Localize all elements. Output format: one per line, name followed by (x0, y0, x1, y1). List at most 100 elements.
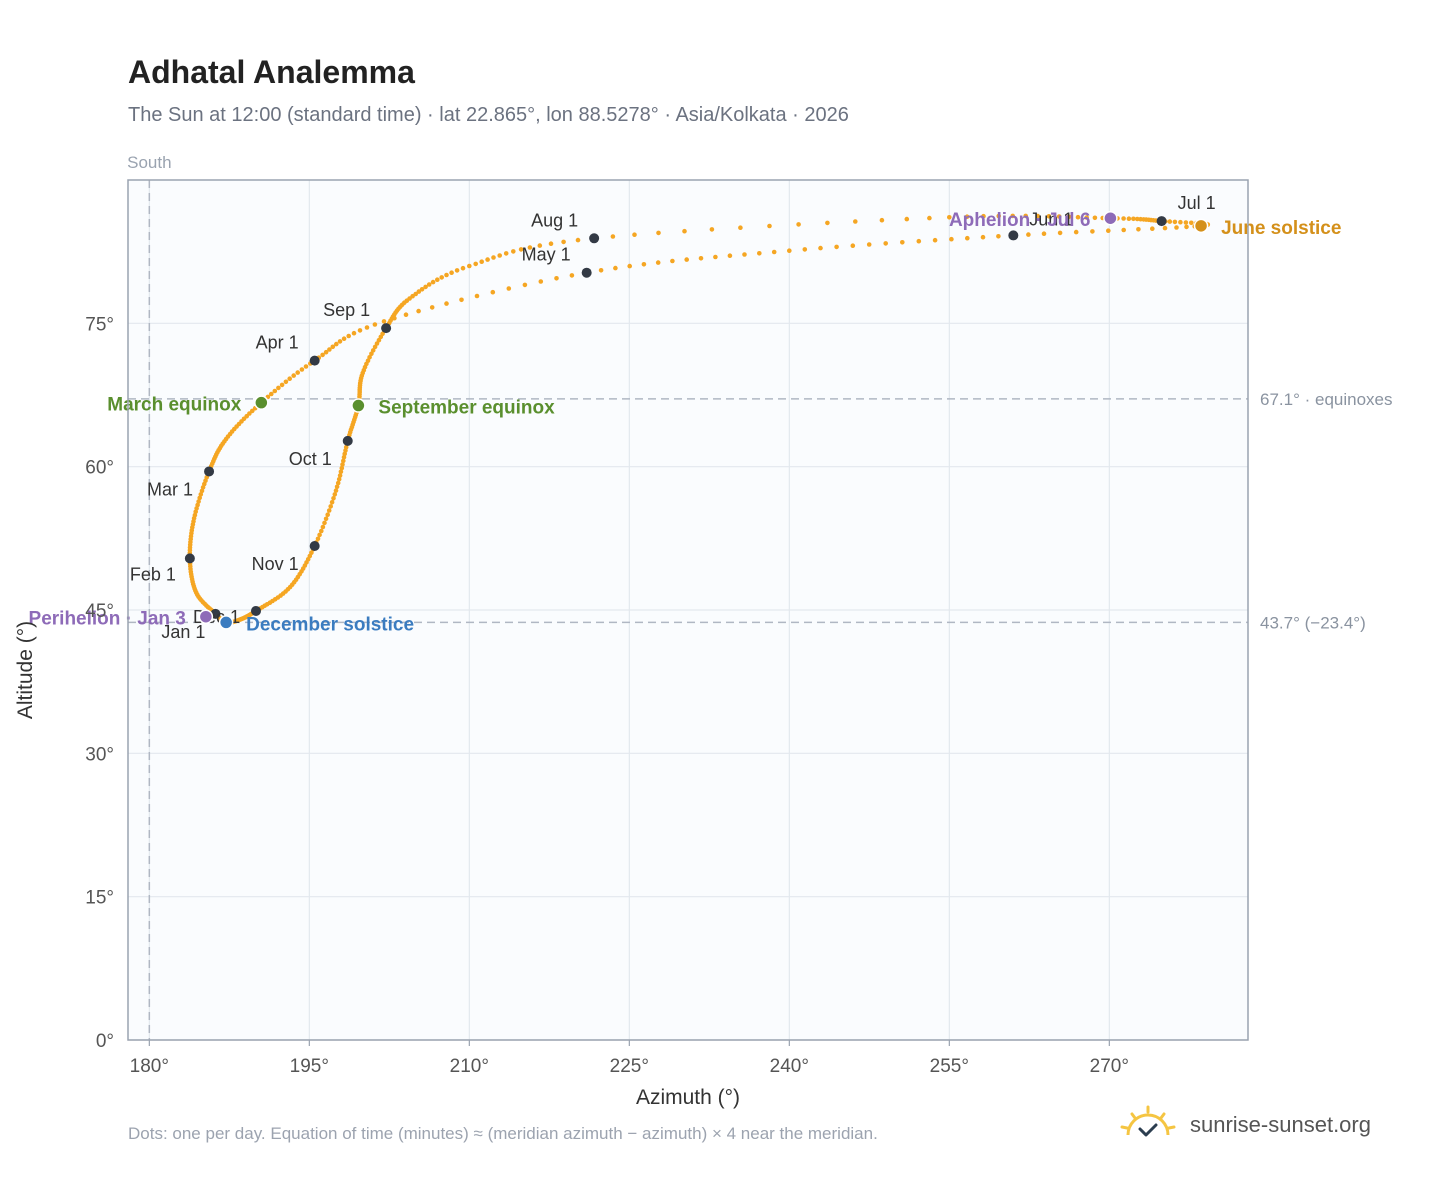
month-marker (309, 540, 320, 551)
daily-sun-dot (1090, 229, 1095, 234)
month-marker (1156, 216, 1167, 227)
month-marker-label: Mar 1 (147, 479, 193, 499)
daily-sun-dot (369, 351, 374, 357)
daily-sun-dot (416, 289, 422, 294)
event-marker (1193, 218, 1209, 234)
y-tick-label: 30° (85, 744, 114, 765)
daily-sun-dot (1131, 216, 1136, 222)
daily-sun-dot (787, 248, 792, 253)
reference-line-label: 67.1° · equinoxes (1260, 390, 1393, 409)
daily-sun-dot (1174, 225, 1179, 230)
daily-sun-dot (503, 251, 509, 256)
daily-sun-dot (613, 265, 618, 271)
daily-sun-dot (323, 349, 329, 355)
daily-sun-dot (341, 458, 346, 464)
daily-sun-dot (303, 364, 309, 369)
daily-sun-dot (1136, 227, 1141, 232)
event-label: June solstice (1221, 218, 1341, 239)
month-marker (204, 466, 215, 477)
daily-sun-dot (198, 492, 204, 497)
daily-sun-dot (548, 241, 554, 246)
daily-sun-dot (771, 249, 777, 255)
daily-sun-dot (538, 279, 544, 284)
daily-sun-dot (497, 253, 503, 258)
daily-sun-dot (1138, 216, 1143, 222)
daily-sun-dot (561, 239, 566, 245)
daily-sun-dot (709, 227, 715, 232)
event-markers: March equinox September equinox December s… (29, 210, 1342, 635)
month-marker (184, 553, 195, 564)
daily-sun-dot (327, 347, 332, 352)
daily-sun-dot (372, 344, 378, 350)
daily-sun-dot (329, 500, 335, 505)
daily-sun-dot (269, 391, 274, 397)
x-tick-label: 270° (1090, 1056, 1129, 1077)
daily-sun-dot (295, 370, 301, 375)
event-label: March equinox (107, 395, 242, 416)
daily-sun-dot (319, 528, 324, 534)
daily-sun-dot (196, 499, 201, 504)
daily-sun-dot (850, 243, 856, 248)
month-marker-label: Nov 1 (252, 554, 299, 574)
daily-sun-dot (374, 341, 380, 346)
daily-sun-dot (1092, 215, 1098, 221)
daily-sun-dot (554, 276, 559, 281)
daily-sun-dot (1167, 219, 1173, 224)
daily-sun-dot (1056, 214, 1062, 219)
daily-sun-dot (491, 255, 496, 260)
month-marker-label: Apr 1 (256, 333, 299, 353)
month-marker-label: Jun 1 (1029, 209, 1073, 229)
daily-sun-dot (197, 495, 202, 501)
daily-sun-dot (351, 330, 357, 336)
daily-sun-dot (1172, 219, 1178, 225)
daily-sun-dot (276, 385, 281, 391)
footnote: Dots: one per day. Equation of time (min… (128, 1124, 878, 1143)
daily-sun-dot (656, 230, 661, 236)
y-tick-label: 0° (96, 1031, 114, 1052)
daily-sun-dot (511, 249, 516, 254)
daily-sun-dot (1189, 220, 1194, 226)
event-marker (351, 398, 366, 413)
daily-sun-dot (283, 379, 289, 385)
brand[interactable]: sunrise-sunset.org (1120, 1100, 1371, 1150)
daily-sun-dot (670, 258, 675, 264)
daily-sun-dot (444, 301, 449, 306)
daily-sun-dot (949, 236, 954, 242)
daily-sun-dot (346, 333, 352, 339)
month-marker-label: Jul 1 (1178, 193, 1216, 213)
daily-sun-dot (916, 238, 922, 244)
month-marker (381, 323, 392, 334)
daily-sun-dot (1135, 216, 1140, 222)
daily-sun-dot (996, 213, 1001, 219)
daily-sun-dot (1026, 232, 1031, 237)
daily-sun-dot (337, 473, 343, 478)
daily-sun-dot (927, 215, 932, 221)
y-tick-label: 15° (85, 888, 114, 909)
daily-sun-dot (1183, 220, 1189, 225)
month-marker-label: May 1 (522, 245, 571, 265)
daily-sun-dot (904, 216, 910, 222)
daily-sun-dot (419, 287, 425, 292)
daily-sun-dot (320, 524, 326, 530)
daily-sun-dot (426, 282, 432, 287)
daily-sun-dot (317, 532, 322, 538)
month-marker-label: Sep 1 (323, 300, 370, 320)
x-tick-label: 225° (610, 1056, 649, 1077)
daily-sun-dot (199, 488, 205, 494)
daily-sun-dot (460, 265, 466, 271)
chart-subtitle: The Sun at 12:00 (standard time) · lat 2… (128, 104, 849, 126)
y-tick-label: 45° (85, 601, 114, 622)
daily-sun-dot (996, 234, 1001, 239)
daily-sun-dot (1178, 219, 1183, 225)
daily-sun-dot (326, 508, 332, 513)
daily-sun-dot (1073, 229, 1079, 235)
daily-sun-dot (430, 279, 436, 285)
y-tick-label: 75° (85, 314, 114, 335)
daily-sun-dot (334, 484, 340, 490)
daily-sun-dot (334, 341, 339, 347)
daily-sun-dot (796, 222, 801, 227)
daily-sun-dot (981, 213, 986, 219)
x-tick-label: 240° (770, 1056, 809, 1077)
daily-sun-dot (320, 352, 325, 358)
daily-sun-dot (1121, 227, 1126, 233)
